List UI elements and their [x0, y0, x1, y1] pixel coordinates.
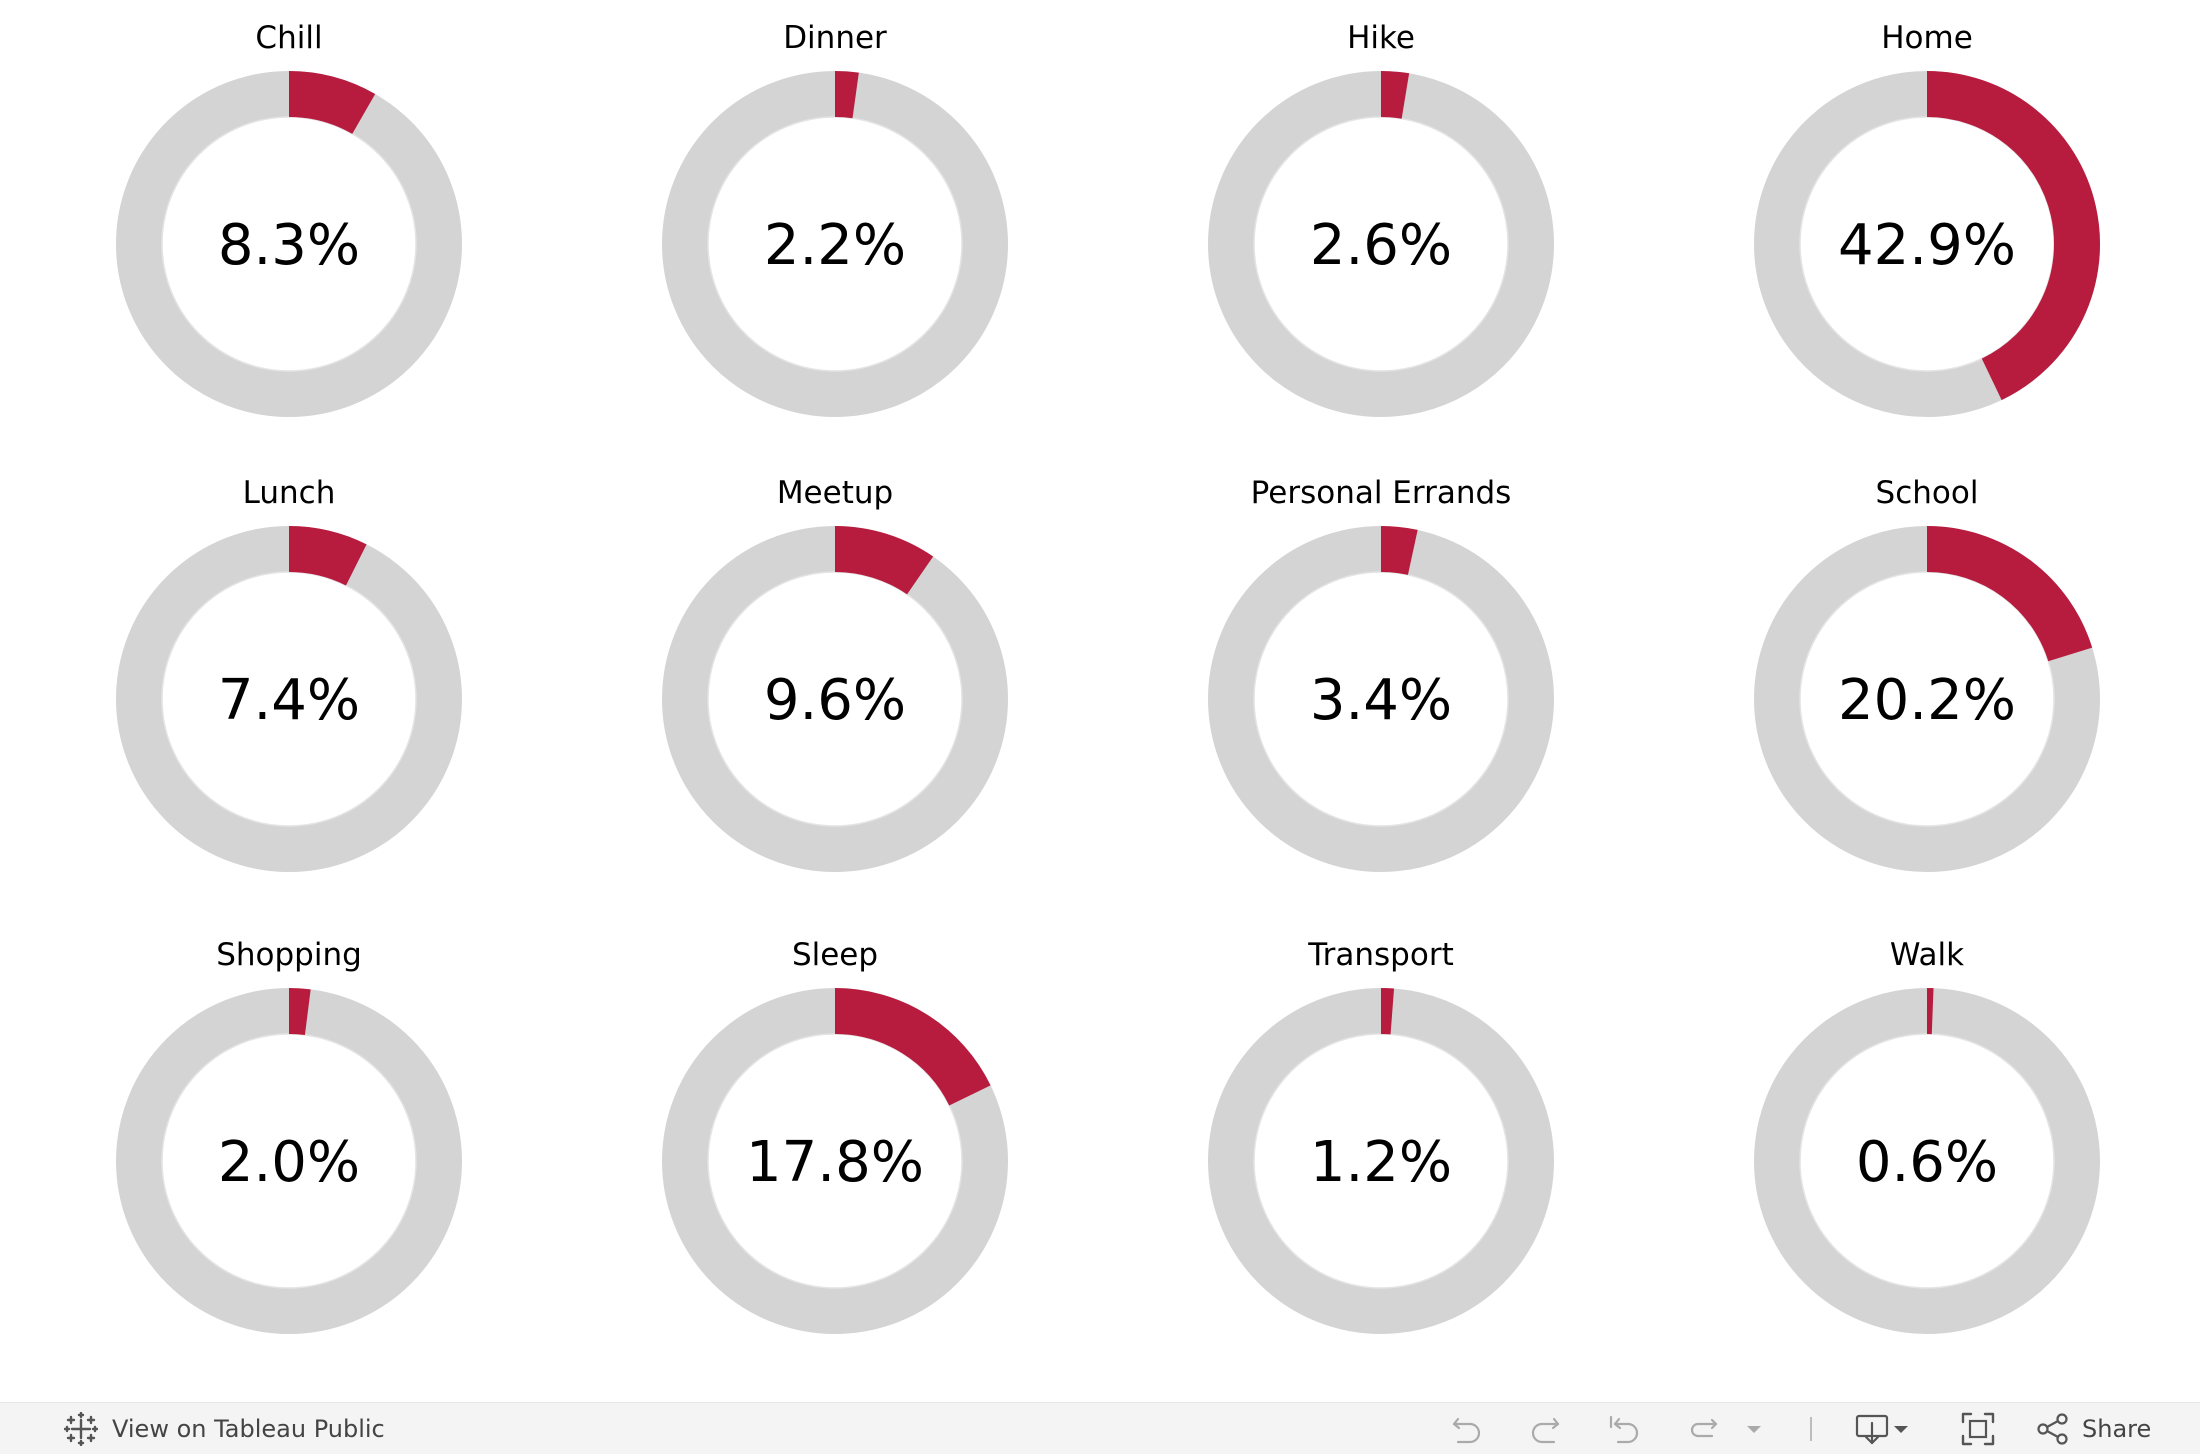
donut-title-transport: Transport	[1307, 937, 1453, 973]
donut-personal-errands[interactable]: Personal Errands 3.4%	[1231, 475, 1531, 849]
tableau-toolbar: View on Tableau Public	[0, 1402, 2200, 1454]
donut-slice-shopping[interactable]	[289, 1011, 308, 1012]
donut-slice-dinner[interactable]	[835, 94, 856, 95]
pause-dropdown-icon	[1744, 1411, 1764, 1447]
undo-icon	[1448, 1411, 1484, 1447]
donut-chart-svg: Chill 8.3% Dinner 2.2% Hike 2.6% Home 42.9% Lunc…	[0, 0, 2200, 1400]
view-on-tableau-public-link[interactable]: View on Tableau Public	[64, 1403, 385, 1455]
donut-value-label-sleep: 17.8%	[746, 1130, 924, 1195]
donut-title-dinner: Dinner	[783, 20, 887, 56]
donut-value-label-dinner: 2.2%	[764, 213, 906, 278]
redo-icon	[1528, 1411, 1564, 1447]
donut-value-label-school: 20.2%	[1838, 668, 2016, 733]
donut-slice-hike[interactable]	[1381, 94, 1405, 96]
donut-home[interactable]: Home 42.9%	[1777, 20, 2077, 394]
donut-chill[interactable]: Chill 8.3%	[139, 20, 439, 394]
refresh-button[interactable]	[1686, 1403, 1722, 1455]
donut-slice-chill[interactable]	[289, 94, 364, 114]
donut-shopping[interactable]: Shopping 2.0%	[139, 937, 439, 1311]
redo-button[interactable]	[1528, 1403, 1564, 1455]
donut-slice-personal-errands[interactable]	[1381, 549, 1413, 552]
donut-title-school: School	[1876, 475, 1979, 511]
donut-value-label-shopping: 2.0%	[218, 1130, 360, 1195]
donut-meetup[interactable]: Meetup 9.6%	[685, 475, 985, 849]
donut-title-shopping: Shopping	[216, 937, 362, 973]
revert-button[interactable]	[1606, 1403, 1642, 1455]
toolbar-divider	[1810, 1417, 1812, 1441]
undo-button[interactable]	[1448, 1403, 1484, 1455]
donut-value-label-transport: 1.2%	[1310, 1130, 1452, 1195]
donut-grid: Chill 8.3% Dinner 2.2% Hike 2.6% Home 42.9% Lunc…	[0, 0, 2200, 1400]
donut-title-personal-errands: Personal Errands	[1251, 475, 1512, 511]
refresh-icon	[1686, 1411, 1722, 1447]
donut-slice-lunch[interactable]	[289, 549, 356, 565]
revert-icon	[1606, 1411, 1642, 1447]
share-label: Share	[2082, 1415, 2151, 1443]
donut-value-label-home: 42.9%	[1838, 213, 2016, 278]
donut-sleep[interactable]: Sleep 17.8%	[685, 937, 985, 1311]
download-icon	[1854, 1411, 1910, 1447]
donut-title-chill: Chill	[255, 20, 322, 56]
tableau-logo-icon	[64, 1412, 98, 1446]
donut-slice-meetup[interactable]	[835, 549, 920, 575]
pause-dropdown-button[interactable]	[1744, 1403, 1764, 1455]
donut-dinner[interactable]: Dinner 2.2%	[685, 20, 985, 394]
donut-transport[interactable]: Transport 1.2%	[1231, 937, 1531, 1311]
view-on-tableau-public-label: View on Tableau Public	[112, 1415, 385, 1443]
donut-value-label-meetup: 9.6%	[764, 668, 906, 733]
donut-title-hike: Hike	[1347, 20, 1415, 56]
donut-walk[interactable]: Walk 0.6%	[1777, 937, 2077, 1311]
fullscreen-button[interactable]	[1960, 1403, 1996, 1455]
donut-value-label-chill: 8.3%	[218, 213, 360, 278]
donut-lunch[interactable]: Lunch 7.4%	[139, 475, 439, 849]
donut-value-label-hike: 2.6%	[1310, 213, 1452, 278]
donut-title-meetup: Meetup	[777, 475, 893, 511]
donut-school[interactable]: School 20.2%	[1777, 475, 2077, 849]
share-button[interactable]: Share	[2036, 1403, 2151, 1455]
donut-hike[interactable]: Hike 2.6%	[1231, 20, 1531, 394]
download-button[interactable]	[1854, 1403, 1910, 1455]
donut-value-label-lunch: 7.4%	[218, 668, 360, 733]
donut-title-walk: Walk	[1890, 937, 1964, 973]
donut-value-label-personal-errands: 3.4%	[1310, 668, 1452, 733]
donut-title-sleep: Sleep	[792, 937, 878, 973]
share-icon	[2036, 1412, 2070, 1446]
donut-value-label-walk: 0.6%	[1856, 1130, 1998, 1195]
donut-title-home: Home	[1881, 20, 1973, 56]
donut-title-lunch: Lunch	[243, 475, 336, 511]
fullscreen-icon	[1960, 1411, 1996, 1447]
